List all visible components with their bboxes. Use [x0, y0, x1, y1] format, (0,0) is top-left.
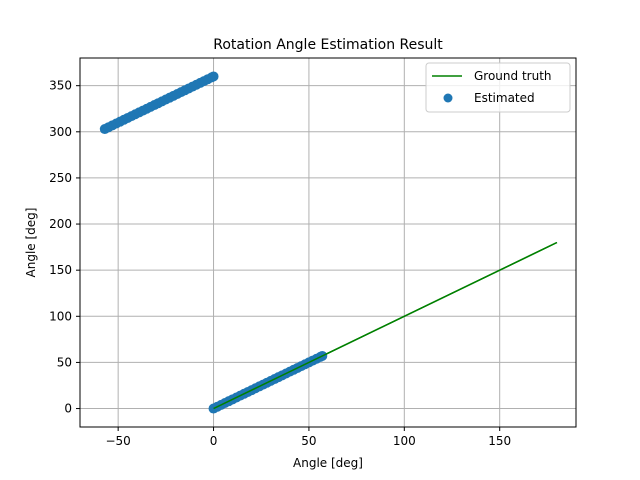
y-tick-label: 50	[57, 355, 72, 369]
x-tick-label: 100	[393, 434, 416, 448]
legend-estimated-label: Estimated	[474, 91, 535, 105]
x-tick-label: 50	[301, 434, 316, 448]
y-axis-label: Angle [deg]	[24, 208, 38, 278]
x-tick-label: 150	[488, 434, 511, 448]
y-tick-label: 100	[49, 309, 72, 323]
x-tick-label: 0	[210, 434, 218, 448]
axis-ticks: −50 0 50 100 150 0 50 100 150 200 250 300 350	[49, 79, 511, 448]
y-tick-label: 200	[49, 217, 72, 231]
y-tick-label: 150	[49, 263, 72, 277]
x-axis-label: Angle [deg]	[293, 456, 363, 470]
y-tick-label: 0	[64, 402, 72, 416]
y-tick-label: 250	[49, 171, 72, 185]
y-tick-label: 350	[49, 79, 72, 93]
chart-title: Rotation Angle Estimation Result	[213, 37, 443, 53]
plot-area	[99, 71, 558, 414]
axes-frame	[79, 57, 577, 428]
x-tick-label: −50	[105, 434, 130, 448]
legend-estimated-swatch	[443, 93, 453, 103]
legend: Ground truth Estimated	[425, 62, 571, 113]
y-tick-label: 300	[49, 125, 72, 139]
grid	[80, 58, 576, 427]
ground-truth-line-overlay	[213, 241, 558, 410]
legend-ground-truth-label: Ground truth	[474, 69, 552, 83]
estimated-point	[208, 71, 219, 82]
